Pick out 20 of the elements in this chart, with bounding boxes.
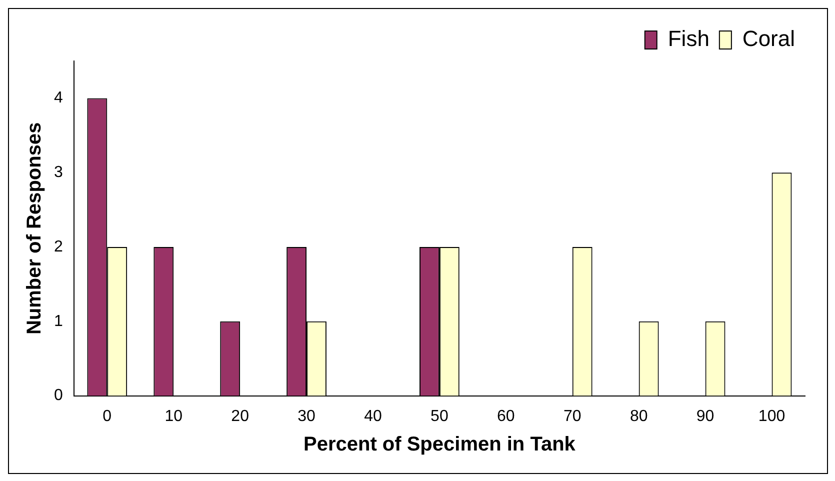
x-tick-label: 40: [364, 408, 382, 425]
legend-label: Fish: [668, 26, 710, 52]
x-axis-title: Percent of Specimen in Tank: [303, 434, 576, 456]
x-tick-label: 30: [298, 408, 316, 425]
x-tick-label: 20: [231, 408, 250, 425]
x-tick-label: 80: [630, 408, 648, 425]
x-tick-label: 0: [102, 408, 112, 425]
x-tick-label: 70: [563, 408, 582, 425]
y-axis-title: Number of Responses: [24, 122, 46, 335]
x-tick-label: 10: [164, 408, 183, 425]
legend-label: Coral: [742, 26, 796, 52]
y-tick-label: 4: [54, 90, 63, 107]
x-tick-label: 60: [497, 408, 515, 425]
y-tick-label: 2: [54, 238, 63, 256]
y-tick-label: 3: [54, 164, 63, 182]
x-tick-label: 100: [758, 408, 786, 425]
x-tick-label: 90: [696, 408, 714, 425]
y-tick-label: 0: [54, 387, 63, 404]
y-tick-label: 1: [54, 312, 63, 330]
x-tick-label: 50: [430, 408, 448, 425]
